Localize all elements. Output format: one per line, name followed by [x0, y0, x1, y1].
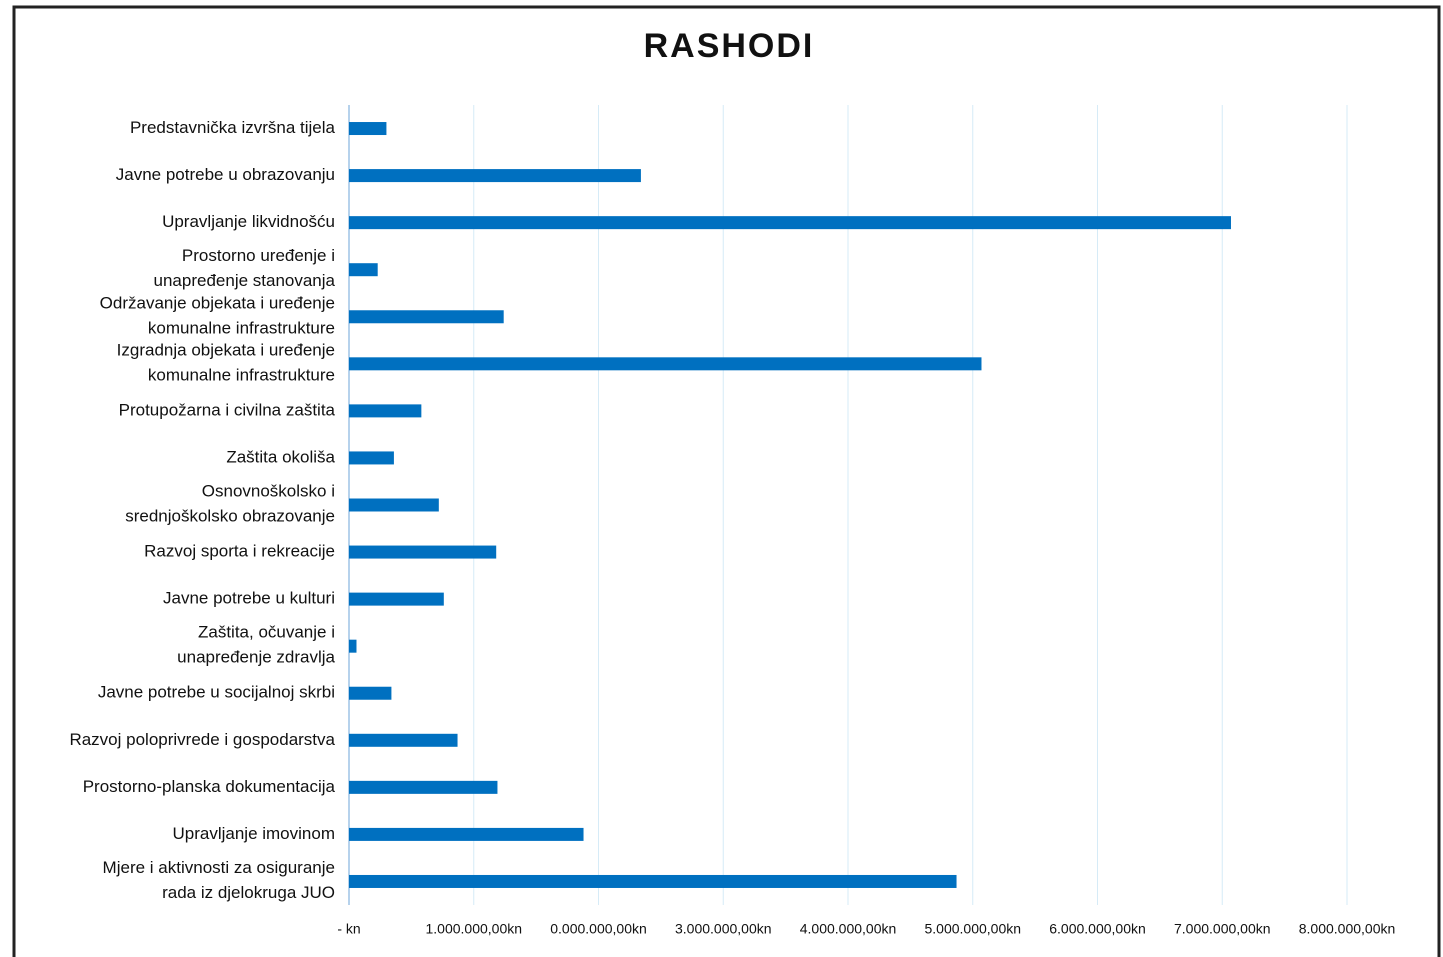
bar	[349, 169, 641, 183]
bar	[349, 498, 439, 512]
x-tick-label: 7.000.000,00kn	[1174, 921, 1271, 937]
chart-frame	[12, 5, 1441, 957]
y-tick-label: Javne potrebe u socijalnoj skrbi	[98, 683, 335, 702]
bar	[349, 545, 497, 559]
y-tick-label: Javne potrebe u obrazovanju	[116, 165, 335, 184]
bar	[349, 827, 584, 841]
chart-title: RASHODI	[644, 27, 815, 65]
y-tick-label: Održavanje objekata i uređenje komunalne …	[100, 294, 335, 338]
x-tick-label: 5.000.000,00kn	[924, 921, 1021, 937]
bar	[349, 592, 444, 606]
bar	[349, 780, 498, 794]
y-tick-label: Osnovnoškolsko i srednjoškolsko obrazovan…	[125, 482, 335, 526]
bar	[349, 686, 392, 700]
x-tick-label: 1.000.000,00kn	[425, 921, 522, 937]
y-tick-label: Upravljanje likvidnošću	[162, 212, 335, 231]
x-tick-label: 0.000.000,00kn	[550, 921, 647, 937]
y-tick-label: Zaštita okoliša	[226, 447, 335, 466]
bar	[349, 733, 458, 747]
y-tick-label: Zaštita, očuvanje i unapređenje zdravlja	[177, 623, 335, 667]
y-tick-label: Razvoj sporta i rekreacije	[144, 542, 335, 561]
y-tick-label: Upravljanje imovinom	[172, 824, 335, 843]
bar	[349, 216, 1231, 230]
y-tick-label: Razvoj poloprivrede i gospodarstva	[69, 730, 335, 749]
x-tick-label: - kn	[337, 921, 360, 937]
bar	[349, 451, 394, 465]
bar	[349, 310, 504, 324]
y-tick-label: Mjere i aktivnosti za osiguranje rada iz …	[103, 858, 335, 902]
y-tick-label: Prostorno uređenje i unapređenje stanovan…	[154, 247, 336, 291]
y-tick-label: Javne potrebe u kulturi	[163, 589, 335, 608]
x-tick-label: 6.000.000,00kn	[1049, 921, 1146, 937]
x-tick-label: 4.000.000,00kn	[800, 921, 897, 937]
bar	[349, 357, 982, 371]
x-tick-label: 3.000.000,00kn	[675, 921, 772, 937]
bar	[349, 122, 387, 136]
y-tick-label: Predstavnička izvršna tijela	[130, 118, 336, 137]
y-tick-label: Izgradnja objekata i uređenje komunalne i…	[117, 341, 335, 385]
bar	[349, 404, 422, 418]
bar	[349, 874, 957, 888]
bar	[349, 263, 378, 277]
x-tick-label: 8.000.000,00kn	[1299, 921, 1396, 937]
y-tick-label: Protupožarna i civilna zaštita	[119, 400, 336, 419]
y-tick-label: Prostorno-planska dokumentacija	[83, 777, 336, 796]
bar	[349, 639, 357, 653]
